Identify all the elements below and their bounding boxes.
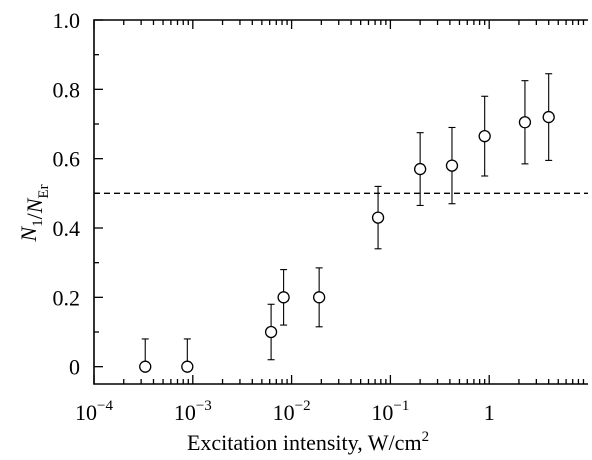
y-tick-label: 0.2 (53, 285, 81, 310)
data-point (277, 291, 290, 304)
error-bar-layer (141, 73, 553, 367)
data-point (181, 360, 194, 373)
y-tick-label: 1.0 (53, 8, 81, 33)
x-tick-base: 10 (75, 400, 97, 425)
x-tick-base: 10 (174, 400, 196, 425)
y-axis-title-subscript: Er (36, 184, 52, 198)
y-tick-label: 0.6 (53, 147, 81, 172)
data-point (371, 211, 385, 224)
x-tick-base: 10 (273, 400, 295, 425)
y-axis-title-part: / (22, 212, 47, 219)
data-point-layer (139, 110, 555, 373)
x-tick-label: 10−4 (75, 398, 113, 425)
y-axis-title: N1/NEr (16, 184, 52, 242)
x-axis-title-text: Excitation intensity, W/cm (187, 430, 422, 455)
x-tick-exponent: −4 (97, 398, 113, 414)
data-point (139, 360, 152, 373)
y-tick-label: 0 (69, 355, 80, 380)
x-axis-title-superscript: 2 (422, 429, 430, 445)
x-tick-layer: 10−4 10−3 10−2 10−1 1 (75, 20, 585, 425)
data-point (445, 159, 459, 172)
x-tick-base: 10 (371, 400, 393, 425)
x-tick-base: 1 (484, 400, 495, 425)
y-axis-title-subscript: 1 (30, 219, 46, 227)
y-axis-title-part: N (22, 197, 47, 214)
y-tick-label: 0.4 (53, 216, 81, 241)
y-axis-title-part: N (16, 226, 41, 243)
data-point (264, 325, 278, 339)
y-tick-layer: 0 0.2 0.4 0.6 0.8 1.0 (53, 8, 103, 380)
y-tick-label: 0.8 (53, 77, 81, 102)
x-tick-label: 10−3 (174, 398, 212, 425)
x-tick-label: 1 (484, 400, 495, 425)
data-point (478, 129, 491, 143)
axis-frame (93, 19, 588, 385)
data-point (542, 110, 555, 124)
data-point (413, 162, 427, 176)
x-tick-label: 10−1 (371, 398, 409, 425)
plot-frame (93, 19, 588, 385)
x-axis-title: Excitation intensity, W/cm2 (187, 429, 429, 455)
data-point (518, 116, 532, 129)
x-tick-exponent: −2 (295, 398, 311, 414)
x-tick-exponent: −1 (393, 398, 409, 414)
x-tick-exponent: −3 (196, 398, 212, 414)
x-tick-label: 10−2 (273, 398, 311, 425)
data-point (312, 291, 326, 304)
